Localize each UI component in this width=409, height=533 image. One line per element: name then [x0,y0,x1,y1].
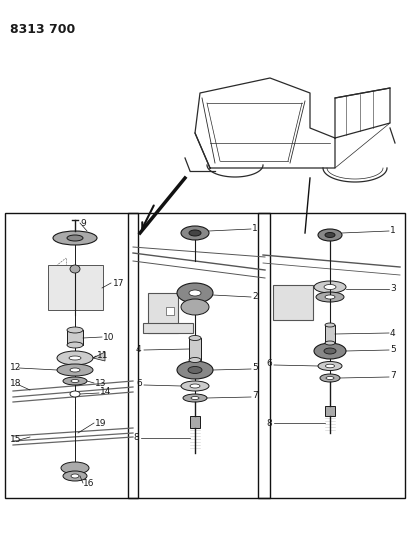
Ellipse shape [70,391,80,397]
Ellipse shape [189,335,200,341]
Ellipse shape [71,474,79,478]
Ellipse shape [180,299,209,315]
Polygon shape [93,352,105,361]
Ellipse shape [67,327,83,333]
Ellipse shape [177,361,213,379]
Bar [166,307,173,315]
Ellipse shape [180,226,209,240]
Text: 17: 17 [113,279,124,287]
Ellipse shape [189,358,200,362]
Text: 6: 6 [265,359,271,368]
Bar [324,325,334,343]
Bar [48,265,103,310]
Ellipse shape [324,295,334,299]
Text: 1: 1 [252,223,257,232]
Ellipse shape [57,364,93,376]
Ellipse shape [324,323,334,327]
Text: 6: 6 [136,379,142,389]
Text: 12: 12 [10,364,21,373]
Ellipse shape [317,229,341,241]
Ellipse shape [177,283,213,303]
Text: 8: 8 [265,418,271,427]
Text: 13: 13 [95,378,106,387]
Text: 10: 10 [103,333,114,342]
Text: 18: 18 [10,379,21,389]
Ellipse shape [313,343,345,359]
Bar [257,213,404,498]
Ellipse shape [182,394,207,402]
Ellipse shape [70,368,80,372]
Text: 3: 3 [389,284,395,293]
Text: 4: 4 [136,345,141,354]
Text: 4: 4 [389,328,395,337]
Ellipse shape [189,384,200,388]
Text: 14: 14 [100,387,111,397]
Bar [128,213,270,498]
Ellipse shape [191,397,198,400]
Ellipse shape [315,292,343,302]
Ellipse shape [325,376,333,379]
Bar [189,416,200,428]
Text: 15: 15 [10,434,21,443]
Ellipse shape [61,462,89,474]
Text: 16: 16 [83,480,94,489]
Ellipse shape [189,290,200,296]
Text: 2: 2 [252,292,257,301]
Ellipse shape [180,381,209,391]
Ellipse shape [69,356,81,360]
Ellipse shape [323,348,335,354]
Ellipse shape [53,231,97,245]
Ellipse shape [325,364,334,368]
Ellipse shape [63,471,87,481]
Text: 5: 5 [389,344,395,353]
Bar [67,330,83,345]
Ellipse shape [188,367,202,374]
Bar [143,323,193,333]
Bar [189,338,200,360]
Ellipse shape [63,377,87,385]
Ellipse shape [67,235,83,241]
Text: 8313 700: 8313 700 [10,23,75,36]
Ellipse shape [323,285,335,289]
Bar [272,285,312,320]
Ellipse shape [324,341,334,345]
Bar [148,293,178,333]
Bar [5,213,138,498]
Text: 19: 19 [95,418,106,427]
Bar [189,293,200,307]
Ellipse shape [70,265,80,273]
Text: 5: 5 [252,364,257,373]
Text: 9: 9 [80,219,85,228]
Text: 11: 11 [97,351,108,360]
Ellipse shape [319,374,339,382]
Text: 8: 8 [133,433,138,442]
Ellipse shape [324,232,334,238]
Bar [324,406,334,416]
Ellipse shape [313,281,345,293]
Ellipse shape [57,351,93,365]
Ellipse shape [71,379,79,383]
Text: 1: 1 [389,225,395,235]
Ellipse shape [317,361,341,370]
Ellipse shape [67,342,83,348]
Text: 7: 7 [252,392,257,400]
Text: 7: 7 [389,372,395,381]
Ellipse shape [189,230,200,236]
